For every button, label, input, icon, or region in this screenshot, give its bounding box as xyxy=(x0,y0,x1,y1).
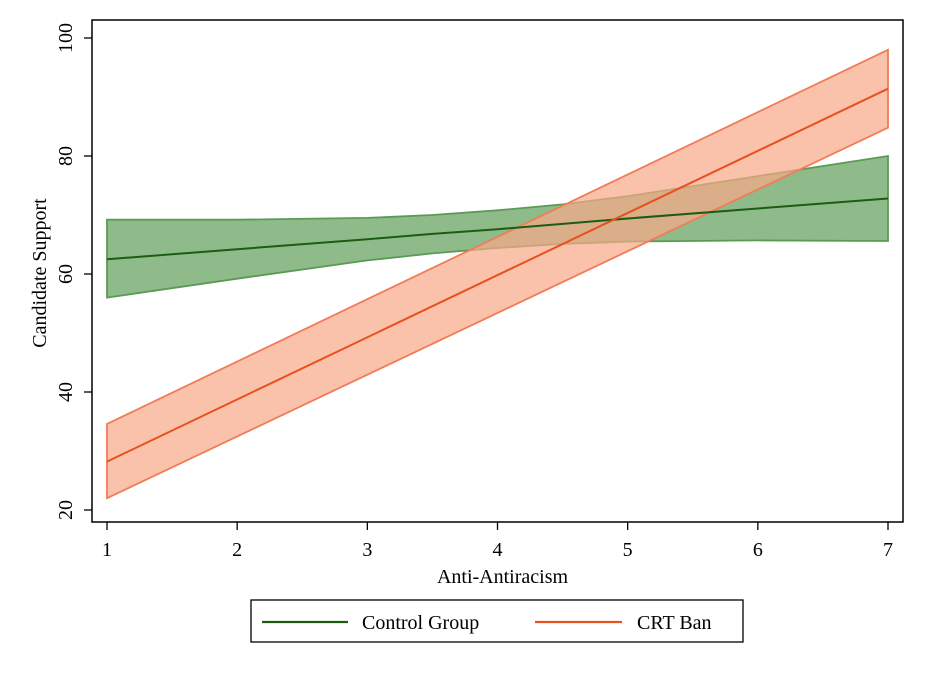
y-tick-label-80: 80 xyxy=(55,146,77,166)
confidence-bands xyxy=(106,48,889,500)
y-tick-label-100: 100 xyxy=(55,23,77,53)
y-tick-label-60: 60 xyxy=(55,264,77,284)
y-axis: 20 40 60 80 100 xyxy=(55,23,92,520)
crt-ban-confidence-band xyxy=(106,48,889,500)
y-tick-label-40: 40 xyxy=(55,382,77,402)
series-lines xyxy=(106,87,889,463)
control-group-line xyxy=(106,197,889,261)
y-tick-label-20: 20 xyxy=(55,500,77,520)
legend: Control Group CRT Ban xyxy=(250,599,744,643)
x-tick-label-7: 7 xyxy=(883,539,893,561)
x-tick-label-3: 3 xyxy=(362,539,372,561)
x-tick-label-4: 4 xyxy=(493,539,503,561)
x-tick-label-1: 1 xyxy=(102,539,112,561)
crt-ban-line xyxy=(106,87,889,463)
legend-label-control-group: Control Group xyxy=(362,612,479,634)
x-tick-label-6: 6 xyxy=(753,539,763,561)
x-axis-title: Anti-Antiracism xyxy=(437,566,569,588)
legend-label-crt-ban: CRT Ban xyxy=(637,612,712,634)
x-tick-label-5: 5 xyxy=(623,539,633,561)
x-axis: 1 2 3 4 5 6 7 xyxy=(102,522,893,561)
x-tick-label-2: 2 xyxy=(232,539,242,561)
y-axis-title: Candidate Support xyxy=(29,198,51,348)
